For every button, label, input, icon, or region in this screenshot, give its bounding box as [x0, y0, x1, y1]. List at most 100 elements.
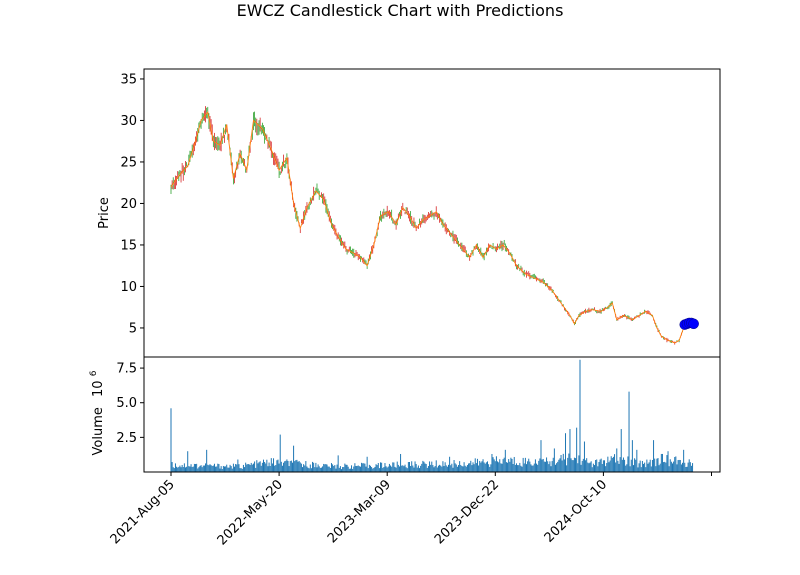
volume-bar [217, 463, 219, 472]
volume-bar [348, 468, 350, 472]
volume-bar [679, 459, 681, 472]
volume-bar [575, 458, 577, 472]
volume-bar [492, 457, 494, 472]
volume-bar [534, 459, 536, 472]
volume-bar [490, 464, 492, 472]
volume-bar [627, 456, 629, 472]
volume-bar [352, 468, 354, 472]
volume-bar [553, 448, 555, 472]
volume-bar [637, 467, 639, 472]
volume-bar [568, 453, 570, 472]
volume-bar [392, 462, 394, 472]
price-y-ticks: 5 10 15 20 25 30 35 [120, 72, 144, 336]
volume-bar [508, 459, 510, 472]
volume-bar [216, 466, 218, 472]
volume-bar [323, 463, 325, 472]
volume-bar [295, 460, 297, 472]
volume-bar [573, 457, 575, 472]
volume-bar [416, 467, 418, 472]
volume-bar [674, 457, 676, 472]
volume-bar [378, 468, 380, 472]
volume-bar [663, 462, 665, 472]
volume-bar [483, 462, 485, 472]
volume-bar [667, 451, 669, 472]
volume-bar [318, 466, 320, 472]
volume-bar [443, 466, 445, 472]
volume-bar [374, 466, 376, 472]
volume-bar [444, 462, 446, 472]
volume-bar [468, 463, 470, 472]
volume-bar [207, 464, 209, 472]
volume-bar [382, 467, 384, 472]
volume-bar [558, 459, 560, 472]
volume-bar [657, 458, 659, 472]
volume-bar [373, 467, 375, 472]
volume-bar [655, 466, 657, 472]
volume-bar [245, 462, 247, 472]
volume-bar [327, 466, 329, 472]
volume-bar [687, 462, 689, 472]
volume-bar [620, 429, 622, 472]
volume-bar [554, 464, 556, 472]
volume-bar [455, 464, 457, 472]
volume-bar [517, 465, 519, 472]
volume-bar [408, 462, 410, 472]
volume-bar [485, 462, 487, 472]
volume-bar [404, 464, 406, 472]
volume-bar [401, 465, 403, 472]
volume-bar [549, 461, 551, 472]
volume-bar [504, 449, 506, 472]
volume-bar [650, 466, 652, 472]
volume-bar [430, 464, 432, 472]
volume-bar [201, 467, 203, 472]
volume-bar [607, 456, 609, 472]
volume-bar [334, 465, 336, 472]
volume-bar [653, 440, 655, 472]
volume-bar [602, 460, 604, 472]
volume-bar [281, 465, 283, 472]
price-y-label: Price [97, 197, 112, 229]
volume-bar [557, 461, 559, 472]
volume-bar [606, 462, 608, 472]
volume-bar [424, 463, 426, 472]
volume-bar [238, 464, 240, 472]
volume-bar [231, 468, 233, 472]
volume-bar [456, 466, 458, 472]
volume-bar [585, 460, 587, 472]
volume-bar [666, 455, 668, 472]
volume-bar [250, 462, 252, 472]
volume-bar [489, 466, 491, 472]
volume-bar [677, 460, 679, 472]
volume-bar [257, 463, 259, 472]
volume-bar [212, 465, 214, 472]
volume-bar [567, 457, 569, 472]
volume-bar [636, 449, 638, 472]
volume-bar [686, 466, 688, 472]
volume-bar [502, 459, 504, 472]
volume-bar [622, 457, 624, 472]
volume-bar [641, 460, 643, 472]
volume-bar [577, 463, 579, 472]
volume-bar [513, 456, 515, 472]
volume-bar [376, 465, 378, 472]
volume-bar [459, 461, 461, 472]
chart-title: EWCZ Candlestick Chart with Predictions [237, 1, 564, 20]
volume-axes-frame [143, 356, 721, 473]
volume-bar [225, 466, 227, 472]
volume-bar [180, 467, 182, 472]
volume-bar [259, 461, 261, 472]
volume-bar [275, 465, 277, 472]
volume-bar [308, 468, 310, 472]
volume-scale-exponent: 6 [89, 370, 99, 376]
volume-bar [609, 460, 611, 472]
volume-bar [493, 459, 495, 472]
volume-y-tick-label: 2.5 [116, 431, 137, 446]
volume-bar [302, 467, 304, 472]
volume-bar [304, 465, 306, 472]
volume-bar [369, 465, 371, 472]
volume-bar [400, 453, 402, 472]
volume-bar [202, 465, 204, 472]
volume-bar [473, 464, 475, 472]
volume-bar [394, 466, 396, 472]
volume-bar [398, 466, 400, 472]
